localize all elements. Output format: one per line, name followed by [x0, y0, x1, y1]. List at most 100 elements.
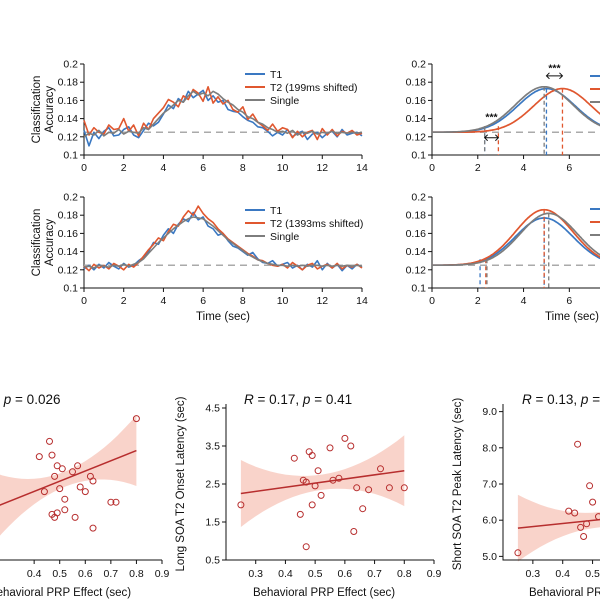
- x-tick-label: 6: [566, 295, 572, 307]
- data-point: [586, 482, 594, 490]
- x-tick-label: 0: [81, 295, 87, 307]
- data-point: [35, 453, 43, 461]
- stat-part: = 0.026: [11, 392, 60, 407]
- x-axis-label: Time (sec): [545, 311, 599, 323]
- y-tick-label: 0.1: [63, 283, 78, 295]
- x-tick-label: 0.5: [585, 568, 600, 580]
- stat-part: p: [302, 392, 311, 407]
- data-point: [74, 462, 82, 470]
- y-tick-label: 7.0: [482, 479, 497, 491]
- x-tick-label: 0.8: [129, 568, 144, 580]
- data-point: [583, 520, 591, 528]
- y-tick-label: 0.1: [411, 283, 426, 295]
- data-point: [61, 506, 69, 514]
- stat-part: = 0.17,: [254, 392, 303, 407]
- panel-scatter-mid: 0.3 0.4 0.5 0.6 0.7 0.8 0.9 0.5 1.5 2.5 3.5 4.5 Long…: [175, 392, 441, 599]
- x-tick-label: 4: [521, 295, 527, 307]
- data-point: [365, 486, 373, 494]
- data-point: [308, 501, 316, 509]
- y-tick-label: 0.1: [63, 150, 78, 162]
- y-tick-label: 0.2: [411, 59, 426, 71]
- fit-curve-single: [432, 212, 600, 267]
- y-tick-label: 0.5: [205, 555, 220, 567]
- stat-part: = 0.53: [588, 392, 600, 407]
- x-tick-label: 0.4: [27, 568, 42, 580]
- stat-part: 0.44,: [0, 392, 4, 407]
- x-tick-label: 6: [200, 162, 206, 174]
- data-point: [89, 477, 97, 485]
- regression-line: [240, 469, 405, 495]
- stat-part: R: [244, 392, 254, 407]
- x-tick-label: 0.9: [427, 568, 442, 580]
- data-point: [237, 501, 245, 509]
- panel-ts-bottom: 0 2 4 6 8 10 12 14 0.1 0.12 0.14 0.16 0.18 0.2 Classif…: [31, 192, 368, 324]
- stat-annotation: R = 0.17, p = 0.41: [244, 392, 352, 407]
- data-point: [326, 444, 334, 452]
- x-tick-label: 0.5: [52, 568, 67, 580]
- data-point: [69, 468, 76, 476]
- y-tick-label: 0.14: [58, 246, 79, 258]
- data-point: [571, 509, 579, 517]
- x-tick-label: 2: [121, 162, 127, 174]
- x-tick-label: 12: [316, 295, 328, 307]
- axes: [502, 404, 600, 561]
- data-point: [385, 484, 393, 492]
- y-tick-label: 1.5: [205, 517, 220, 529]
- x-tick-label: 6: [566, 162, 572, 174]
- peak-arrow: [545, 72, 564, 80]
- x-tick-label: 2: [475, 295, 481, 307]
- x-tick-label: 0.6: [338, 568, 353, 580]
- y-tick-label: 0.12: [58, 264, 79, 276]
- x-tick-label: 0.7: [104, 568, 119, 580]
- data-point: [350, 528, 358, 535]
- y-tick-label: 8.0: [482, 442, 497, 454]
- data-point: [595, 513, 600, 521]
- fit-curve-t1: [432, 217, 600, 267]
- y-axis-label: Long SOA T2 Onset Latency (sec): [175, 396, 187, 571]
- data-point: [296, 510, 304, 518]
- data-point: [51, 472, 59, 480]
- data-point: [302, 543, 310, 551]
- data-point: [580, 533, 588, 540]
- legend-label: T2 (199ms shifted): [270, 82, 358, 94]
- data-point: [81, 488, 89, 496]
- y-axis-label: Accuracy: [44, 86, 56, 134]
- y-tick-label: 0.2: [63, 192, 78, 204]
- y-tick-label: 0.18: [406, 77, 427, 89]
- y-tick-label: 0.16: [406, 228, 427, 240]
- panel-scatter-left: 0.4 0.5 0.6 0.7 0.8 0.9 Behavioral PRP Effect …: [0, 392, 169, 599]
- regression-line: [0, 449, 137, 506]
- x-tick-label: 2: [121, 295, 127, 307]
- series-line-single: [83, 90, 363, 138]
- data-point: [107, 498, 115, 506]
- x-tick-label: 14: [356, 162, 368, 174]
- stat-part: p: [3, 392, 12, 407]
- x-axis-label: Behavioral PRP Effect (sec): [0, 587, 131, 599]
- data-point: [290, 454, 298, 462]
- data-point: [377, 465, 384, 473]
- y-tick-label: 0.14: [406, 246, 427, 258]
- y-axis-label: Accuracy: [44, 219, 56, 267]
- stat-annotation: 0.44, p = 0.026: [0, 392, 60, 407]
- x-tick-label: 0.3: [526, 568, 541, 580]
- data-point: [353, 484, 361, 492]
- y-tick-label: 0.18: [58, 210, 79, 222]
- fit-curve-single: [432, 85, 600, 134]
- data-point: [347, 442, 355, 450]
- x-tick-label: 8: [240, 162, 246, 174]
- y-tick-label: 0.16: [58, 228, 79, 240]
- legend-label: T1: [270, 205, 282, 217]
- y-tick-label: 0.14: [58, 113, 79, 125]
- data-point: [335, 474, 343, 482]
- data-point: [302, 478, 310, 486]
- x-tick-label: 10: [277, 162, 289, 174]
- y-tick-label: 0.12: [406, 264, 427, 276]
- data-point: [132, 415, 140, 423]
- x-tick-label: 0.7: [367, 568, 382, 580]
- x-tick-label: 0: [81, 162, 87, 174]
- data-point: [56, 485, 64, 493]
- x-tick-label: 14: [356, 295, 368, 307]
- stat-part: R: [522, 392, 532, 407]
